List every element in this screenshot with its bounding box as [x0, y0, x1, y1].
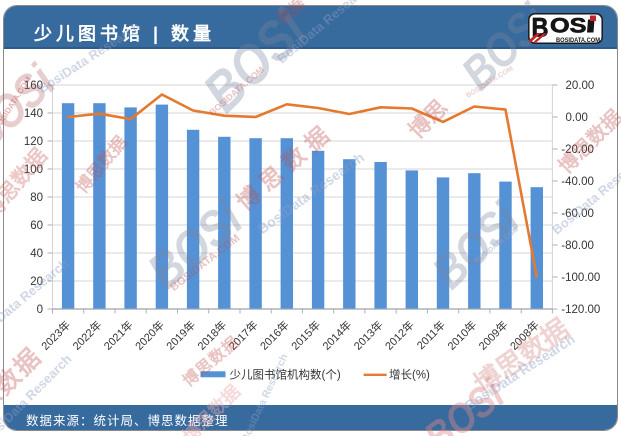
svg-text:2012年: 2012年: [382, 318, 417, 353]
svg-text:-40.00: -40.00: [561, 176, 594, 188]
svg-text:0.00: 0.00: [566, 112, 588, 124]
svg-text:2022年: 2022年: [69, 318, 104, 353]
svg-text:20.00: 20.00: [566, 80, 595, 92]
svg-text:2011年: 2011年: [414, 318, 448, 352]
svg-text:少儿图书馆机构数(个): 少儿图书馆机构数(个): [230, 368, 341, 382]
svg-text:2015年: 2015年: [288, 318, 323, 353]
svg-text:2021年: 2021年: [101, 318, 136, 353]
svg-text:2023年: 2023年: [38, 318, 73, 353]
svg-text:2019年: 2019年: [163, 318, 198, 353]
svg-text:-60.00: -60.00: [561, 208, 594, 220]
svg-text:增长(%): 增长(%): [389, 368, 430, 382]
svg-text:2020年: 2020年: [132, 318, 167, 353]
svg-text:2017年: 2017年: [226, 318, 261, 353]
svg-text:40: 40: [30, 248, 43, 260]
svg-text:80: 80: [30, 192, 43, 204]
svg-text:2009年: 2009年: [476, 318, 511, 353]
svg-text:140: 140: [24, 108, 43, 120]
svg-text:20: 20: [30, 276, 43, 288]
svg-text:60: 60: [30, 220, 43, 232]
svg-text:2008年: 2008年: [507, 318, 542, 353]
svg-text:2010年: 2010年: [444, 318, 479, 353]
svg-text:2014年: 2014年: [319, 318, 354, 353]
svg-text:100: 100: [24, 164, 43, 176]
svg-text:2016年: 2016年: [257, 318, 292, 353]
svg-text:160: 160: [24, 80, 43, 92]
svg-text:-120.00: -120.00: [561, 304, 600, 316]
svg-text:2013年: 2013年: [351, 318, 386, 353]
svg-text:-80.00: -80.00: [561, 240, 594, 252]
svg-text:OS: OS: [550, 15, 587, 38]
svg-text:0: 0: [37, 304, 43, 316]
svg-text:120: 120: [24, 136, 43, 148]
svg-text:2018年: 2018年: [194, 318, 229, 353]
svg-text:BOSIDATA.COM: BOSIDATA.COM: [556, 37, 600, 44]
svg-text:-20.00: -20.00: [561, 144, 594, 156]
svg-text:-100.00: -100.00: [561, 272, 600, 284]
